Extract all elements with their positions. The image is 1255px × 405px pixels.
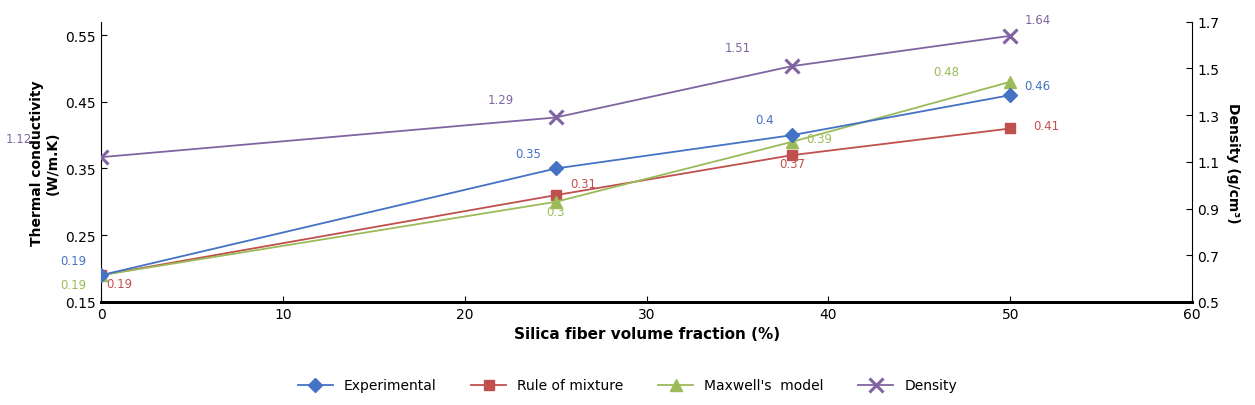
Text: 0.48: 0.48: [934, 66, 960, 79]
Line: Density: Density: [94, 30, 1018, 165]
Maxwell's  model: [548, 200, 563, 205]
Text: 0.19: 0.19: [60, 278, 87, 291]
Text: 0.37: 0.37: [779, 158, 806, 171]
Text: 0.46: 0.46: [1024, 80, 1050, 93]
Rule of mixture: [94, 273, 109, 278]
Density: [94, 156, 109, 160]
Maxwell's  model: [1003, 80, 1018, 85]
Experimental: [784, 133, 799, 138]
Maxwell's  model: [94, 273, 109, 278]
Text: 0.41: 0.41: [1034, 119, 1059, 132]
Line: Experimental: Experimental: [97, 91, 1015, 280]
Text: 1.29: 1.29: [488, 94, 515, 107]
Rule of mixture: [1003, 127, 1018, 132]
Density: [548, 116, 563, 121]
Density: [1003, 34, 1018, 39]
Y-axis label: Thermal conductivity
(W/m.K): Thermal conductivity (W/m.K): [30, 80, 60, 245]
X-axis label: Silica fiber volume fraction (%): Silica fiber volume fraction (%): [513, 326, 779, 341]
Y-axis label: Density (g/cm³): Density (g/cm³): [1226, 102, 1240, 223]
Experimental: [94, 273, 109, 278]
Rule of mixture: [784, 153, 799, 158]
Text: 1.51: 1.51: [724, 43, 750, 55]
Line: Maxwell's  model: Maxwell's model: [95, 77, 1015, 281]
Experimental: [1003, 94, 1018, 98]
Density: [784, 64, 799, 69]
Line: Rule of mixture: Rule of mixture: [97, 124, 1015, 280]
Rule of mixture: [548, 193, 563, 198]
Text: 0.3: 0.3: [546, 205, 565, 218]
Text: 0.39: 0.39: [807, 133, 832, 146]
Text: 0.35: 0.35: [516, 147, 541, 160]
Text: 0.31: 0.31: [570, 177, 596, 190]
Text: 0.19: 0.19: [60, 254, 87, 267]
Text: 0.19: 0.19: [107, 277, 132, 290]
Text: 0.4: 0.4: [756, 114, 774, 127]
Legend: Experimental, Rule of mixture, Maxwell's  model, Density: Experimental, Rule of mixture, Maxwell's…: [292, 373, 963, 398]
Text: 1.64: 1.64: [1024, 15, 1050, 28]
Maxwell's  model: [784, 140, 799, 145]
Experimental: [548, 166, 563, 171]
Text: 1.12: 1.12: [6, 133, 33, 146]
